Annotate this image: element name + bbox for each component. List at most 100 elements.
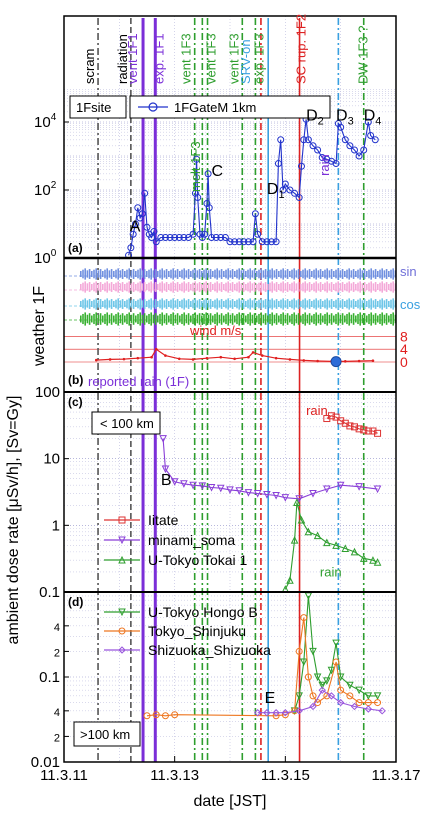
cos-band-tick	[198, 299, 201, 309]
pink-band-tick	[264, 282, 267, 292]
point-marker	[374, 429, 382, 437]
pink-band-tick	[333, 284, 335, 290]
pink-band-tick	[313, 282, 315, 292]
sin-band-tick	[242, 269, 245, 279]
point-marker	[300, 136, 308, 144]
x-tick-label: 11.3.17	[372, 767, 421, 784]
cos-band-tick	[143, 299, 146, 309]
cos-band-tick	[121, 299, 124, 309]
green-band-tick	[139, 312, 141, 326]
green-band-tick	[359, 312, 361, 326]
pink-band-tick	[355, 284, 357, 290]
cos-band-tick	[278, 301, 280, 307]
sin-band-tick	[335, 269, 337, 279]
point-marker	[272, 709, 280, 717]
sin-band-tick	[121, 269, 124, 279]
point-marker	[171, 234, 179, 242]
sin-band-tick	[278, 271, 280, 277]
panel_c-ytick-label: 100	[35, 384, 60, 401]
pink-band-tick	[159, 282, 161, 292]
pink-band-tick	[260, 281, 262, 293]
cos-band-tick	[260, 298, 262, 310]
event-lines	[97, 18, 365, 762]
sin-band-tick	[203, 269, 205, 279]
sin-band-tick	[330, 269, 333, 279]
pink-band-tick	[95, 281, 97, 293]
green-band-tick	[194, 312, 196, 326]
pink-band-tick	[269, 282, 271, 292]
point-marker	[332, 413, 340, 421]
weather-axis-title: weather 1F	[31, 286, 48, 367]
sin-band-tick	[132, 269, 135, 279]
panel-a-series-0	[128, 119, 376, 256]
point-marker	[118, 536, 126, 545]
green-band-tick	[284, 314, 287, 324]
cos-band-tick	[315, 298, 317, 310]
sin-band-tick	[302, 269, 304, 279]
point-marker	[299, 658, 308, 667]
point-marker	[314, 146, 322, 154]
sin-band-tick	[251, 270, 254, 278]
point-marker	[318, 686, 326, 694]
panel-frames	[63, 15, 397, 763]
event-label: vent 1F3	[204, 33, 219, 84]
near-box-label: < 100 km	[100, 416, 154, 431]
point-marker	[318, 681, 327, 690]
point-marker	[297, 515, 306, 524]
pink-band-tick	[324, 282, 326, 292]
sin-band-tick	[357, 269, 359, 279]
panel-c-annotation: B	[161, 472, 172, 489]
cos-band-tick	[335, 299, 337, 309]
point-marker	[194, 194, 202, 202]
green-band-tick	[346, 313, 348, 325]
point-marker	[304, 136, 312, 144]
sin-band-tick	[102, 271, 104, 277]
rain-report-marker	[330, 356, 342, 368]
sin-band-tick	[157, 271, 159, 277]
event-label: vent 1F3	[179, 33, 194, 84]
cos-band-tick	[313, 299, 315, 309]
wind-series	[96, 348, 373, 362]
green-band-tick	[289, 315, 291, 323]
cos-band-tick	[218, 300, 221, 308]
green-band-tick	[150, 312, 152, 326]
cos-band-tick	[220, 299, 223, 309]
cos-band-tick	[368, 299, 370, 309]
cos-band-tick	[300, 301, 302, 307]
pink-band-tick	[273, 283, 276, 291]
point-marker	[263, 709, 271, 717]
point-marker	[281, 180, 289, 188]
cos-band-tick	[132, 299, 135, 309]
cos-band-tick	[165, 299, 168, 309]
point-marker	[143, 712, 151, 720]
pink-band-tick	[179, 284, 181, 290]
sin-band-tick	[256, 271, 258, 277]
event-label: SC rup. 1F2	[294, 14, 309, 84]
point-marker	[360, 426, 368, 434]
point-marker	[138, 210, 146, 218]
point-marker	[235, 238, 243, 246]
point-marker	[359, 554, 368, 562]
point-marker	[295, 495, 303, 503]
pink-band-tick	[203, 282, 205, 292]
sin-band-tick	[207, 270, 210, 278]
panel_c-ytick-label: 0.1	[39, 584, 60, 601]
green-band-tick	[319, 313, 322, 325]
sin-band-tick	[161, 268, 163, 280]
point-marker	[364, 427, 372, 435]
cos-band-tick	[381, 298, 383, 310]
sin-band-tick	[390, 269, 392, 279]
cos-band-tick	[326, 298, 328, 310]
sin-band-tick	[339, 270, 342, 278]
pink-band-tick	[372, 283, 375, 291]
green-band-tick	[157, 315, 159, 323]
pink-band-tick	[207, 283, 210, 291]
green-band-tick	[172, 312, 174, 326]
pink-band-tick	[229, 283, 232, 291]
pink-band-tick	[282, 281, 284, 293]
sin-band-tick	[148, 269, 150, 279]
point-marker	[351, 146, 358, 154]
pink-band-tick	[388, 284, 390, 290]
cos-band-tick	[359, 298, 361, 310]
cos-band-tick	[146, 301, 148, 307]
